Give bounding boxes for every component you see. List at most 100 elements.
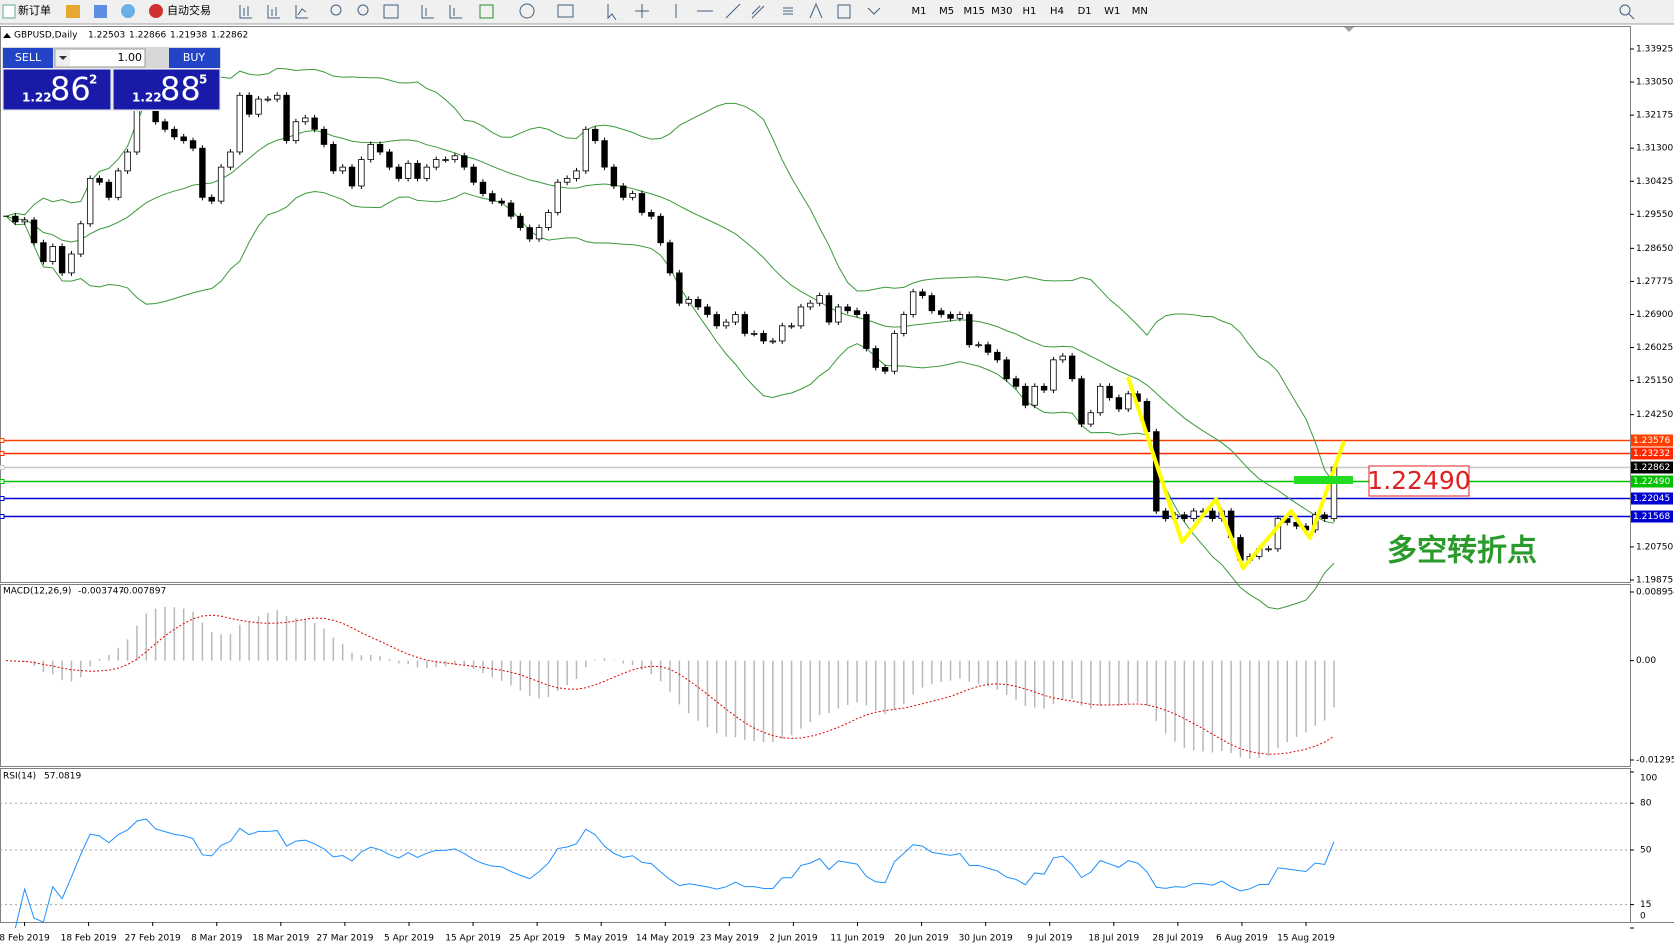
candle — [1181, 514, 1188, 519]
timeframe-button[interactable]: M5 — [939, 6, 954, 17]
icon[interactable] — [751, 5, 765, 19]
ask-box[interactable] — [112, 68, 221, 111]
candle — [582, 128, 590, 172]
y-tick-label: 1.26025 — [1636, 343, 1673, 353]
level-label: 1.22862 — [1633, 463, 1670, 473]
search-icon[interactable] — [1619, 4, 1631, 16]
ask-small[interactable]: 5 — [199, 73, 207, 87]
ohlc-low: 1.21938 — [170, 31, 207, 41]
chart-shift-marker — [1344, 27, 1354, 32]
icon[interactable] — [783, 7, 793, 15]
buy-label[interactable]: BUY — [183, 51, 206, 64]
candle — [928, 295, 936, 312]
candle — [807, 302, 814, 308]
icon[interactable] — [607, 4, 617, 21]
icon[interactable] — [725, 3, 741, 19]
candle — [769, 340, 777, 343]
candle — [133, 106, 141, 153]
ask-prefix[interactable]: 1.22 — [132, 91, 162, 105]
timeframe-button[interactable]: M15 — [964, 6, 985, 17]
timeframe-button[interactable]: M30 — [991, 6, 1012, 17]
rsi-panel — [0, 768, 1631, 923]
lot-input[interactable] — [54, 48, 146, 68]
timeframe-buttons[interactable]: M1 M5 M15 M30 H1 H4 D1 W1 MN — [912, 6, 1148, 17]
bid-prefix[interactable]: 1.22 — [22, 91, 52, 105]
icon[interactable] — [121, 4, 135, 18]
bid-small[interactable]: 2 — [89, 73, 97, 87]
icon[interactable] — [267, 5, 280, 19]
candle — [180, 136, 187, 142]
auto-trading-icon[interactable] — [149, 4, 163, 18]
x-tick-label: 27 Mar 2019 — [316, 934, 373, 944]
icon[interactable] — [330, 4, 342, 16]
candle — [563, 178, 571, 183]
candle — [451, 155, 459, 160]
icon[interactable] — [867, 7, 881, 15]
macd-title: MACD(12,26,9) — [3, 587, 71, 597]
x-tick-label: 18 Jul 2019 — [1088, 934, 1139, 944]
candle — [872, 348, 879, 368]
ask-big[interactable]: 88 — [160, 70, 201, 108]
toolbar: 新订单 自动交易 M1 M5 M1 — [0, 0, 1674, 25]
candle — [797, 306, 805, 327]
timeframe-button[interactable]: H1 — [1022, 6, 1036, 17]
icon[interactable] — [809, 2, 823, 19]
icon[interactable] — [519, 3, 535, 19]
icon[interactable] — [295, 5, 308, 19]
icon[interactable] — [557, 4, 574, 18]
icon[interactable] — [66, 5, 80, 18]
candle — [909, 291, 917, 315]
y-tick-label: 1.31300 — [1636, 144, 1673, 154]
timeframe-button[interactable]: M1 — [912, 6, 927, 17]
timeframe-button[interactable]: W1 — [1104, 6, 1120, 17]
search-icon[interactable] — [1628, 13, 1635, 20]
toolbar-icons[interactable] — [239, 2, 881, 21]
level-label: 1.22490 — [1633, 477, 1670, 487]
bid-big[interactable]: 86 — [50, 70, 91, 108]
candle — [816, 295, 823, 304]
sell-label[interactable]: SELL — [15, 51, 42, 64]
icon[interactable] — [383, 4, 399, 19]
icon[interactable] — [635, 4, 649, 18]
candle — [489, 193, 496, 202]
icon[interactable] — [357, 4, 369, 16]
icon[interactable] — [837, 4, 851, 19]
candle — [339, 166, 346, 172]
timeframe-button[interactable]: MN — [1132, 6, 1148, 17]
candle — [358, 159, 365, 187]
spinner-arrow[interactable] — [59, 56, 67, 60]
icon[interactable] — [94, 5, 107, 18]
candle — [1040, 385, 1048, 391]
candle — [461, 155, 468, 168]
x-tick-label: 5 Apr 2019 — [384, 934, 434, 944]
x-tick-label: 25 Apr 2019 — [509, 934, 565, 944]
x-tick-label: 8 Mar 2019 — [191, 934, 243, 944]
candle — [264, 98, 272, 101]
level-handle — [0, 451, 5, 456]
bollinger-band — [5, 129, 1335, 524]
auto-trading-button[interactable]: 自动交易 — [167, 3, 211, 17]
icon[interactable] — [479, 4, 494, 19]
bid-box[interactable] — [2, 68, 112, 111]
y-tick-label: 1.20750 — [1636, 542, 1673, 552]
candle — [498, 200, 505, 204]
icon[interactable] — [239, 5, 252, 19]
lot-value[interactable]: 1.00 — [118, 51, 143, 64]
candle — [208, 196, 215, 202]
timeframe-button[interactable]: H4 — [1050, 6, 1064, 17]
candle — [685, 298, 692, 304]
level-label: 1.22045 — [1633, 494, 1670, 504]
buy-button[interactable] — [169, 48, 220, 68]
sell-button[interactable] — [3, 48, 53, 68]
icon[interactable] — [449, 5, 462, 19]
candle — [638, 193, 646, 213]
icon[interactable] — [421, 5, 434, 19]
candle — [30, 219, 38, 244]
new-order-button[interactable]: 新订单 — [18, 3, 51, 17]
candle — [629, 193, 636, 198]
candle — [189, 140, 197, 149]
timeframe-button[interactable]: D1 — [1078, 6, 1092, 17]
new-order-icon[interactable] — [2, 4, 16, 19]
candle — [666, 242, 674, 274]
